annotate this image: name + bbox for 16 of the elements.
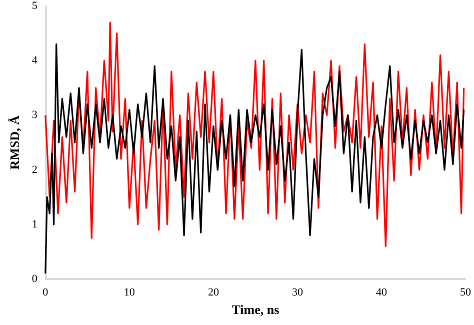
line-series	[44, 22, 465, 248]
y-axis-title: RMSD, Å	[7, 114, 22, 170]
y-tick-label: 1	[32, 218, 38, 230]
x-axis-title: Time, ns	[232, 302, 280, 317]
y-tick-label: 4	[32, 54, 38, 67]
x-tick-label: 0	[42, 286, 49, 298]
y-tick-label: 5	[32, 0, 38, 12]
x-tick-label: 20	[208, 286, 220, 298]
x-tick-label: 10	[124, 286, 136, 298]
line-series	[44, 43, 465, 274]
y-tick-label: 3	[32, 109, 38, 122]
x-tick-label: 30	[292, 286, 304, 298]
x-tick-label: 50	[460, 286, 472, 298]
y-tick-label: 0	[32, 273, 38, 285]
y-tick-label: 2	[32, 164, 38, 176]
x-tick-label: 40	[376, 286, 388, 298]
